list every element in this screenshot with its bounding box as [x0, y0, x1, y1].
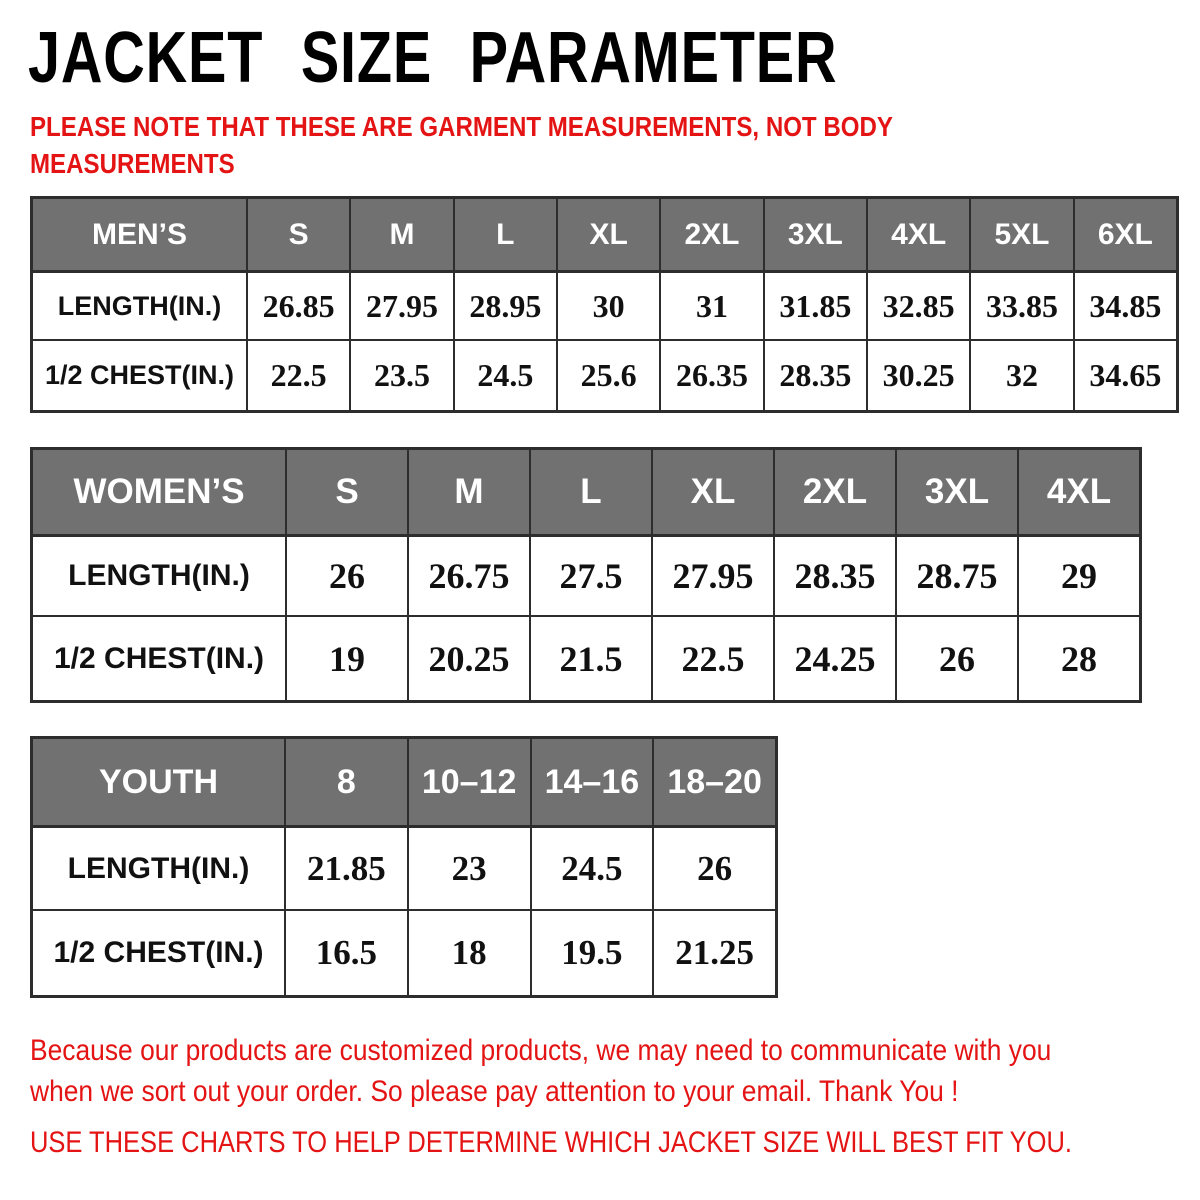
chart-usage-hint: USE THESE CHARTS TO HELP DETERMINE WHICH… — [30, 1126, 1072, 1159]
mens-size-header-5: 2XL — [661, 199, 763, 271]
womens-row-label-0: LENGTH(IN.) — [33, 537, 285, 615]
youth-value-1-1: 18 — [408, 911, 530, 995]
mens-size-header-4: XL — [558, 199, 660, 271]
womens-value-0-5: 28.75 — [897, 537, 1017, 615]
mens-size-header-3: L — [454, 199, 556, 271]
mens-value-1-6: 30.25 — [868, 341, 970, 410]
mens-value-1-2: 24.5 — [454, 341, 556, 410]
mens-value-0-3: 30 — [558, 273, 660, 339]
womens-size-header-1: S — [287, 450, 407, 535]
youth-value-0-1: 23 — [408, 828, 530, 909]
mens-value-0-2: 28.95 — [454, 273, 556, 339]
womens-value-1-1: 20.25 — [409, 617, 529, 700]
mens-size-header-2: M — [351, 199, 453, 271]
womens-size-header-7: 4XL — [1019, 450, 1139, 535]
youth-size-table: YOUTH 8 10–12 14–16 18–20 LENGTH(IN.) 21.85 23 2… — [30, 736, 778, 998]
youth-value-0-3: 26 — [654, 828, 775, 909]
womens-table-title: WOMEN’S — [33, 450, 285, 535]
page-title: JACKET SIZE PARAMETER — [28, 18, 838, 98]
womens-value-0-6: 29 — [1019, 537, 1139, 615]
womens-size-header-4: XL — [653, 450, 773, 535]
youth-value-0-0: 21.85 — [286, 828, 407, 909]
womens-size-header-3: L — [531, 450, 651, 535]
mens-value-0-4: 31 — [661, 273, 763, 339]
mens-value-0-8: 34.85 — [1074, 273, 1176, 339]
mens-value-1-4: 26.35 — [661, 341, 763, 410]
mens-size-table: MEN’S S M L XL 2XL 3XL 4XL 5XL 6XL LENGTH(IN.) 26.8… — [30, 196, 1179, 413]
youth-size-header-4: 18–20 — [654, 739, 775, 826]
youth-value-1-2: 19.5 — [531, 911, 653, 995]
womens-value-0-3: 27.95 — [653, 537, 773, 615]
youth-value-1-3: 21.25 — [654, 911, 775, 995]
womens-value-1-4: 24.25 — [775, 617, 895, 700]
mens-value-0-7: 33.85 — [971, 273, 1073, 339]
youth-table-title: YOUTH — [33, 739, 284, 826]
note-line-1: PLEASE NOTE THAT THESE ARE GARMENT MEASU… — [30, 111, 893, 142]
youth-row-label-0: LENGTH(IN.) — [33, 828, 284, 909]
womens-value-1-0: 19 — [287, 617, 407, 700]
mens-value-1-8: 34.65 — [1074, 341, 1176, 410]
womens-value-0-4: 28.35 — [775, 537, 895, 615]
note-line-2: MEASUREMENTS — [30, 148, 235, 179]
womens-row-label-1: 1/2 CHEST(IN.) — [33, 617, 285, 700]
womens-size-header-5: 2XL — [775, 450, 895, 535]
mens-value-1-3: 25.6 — [558, 341, 660, 410]
womens-value-1-5: 26 — [897, 617, 1017, 700]
mens-size-header-9: 6XL — [1074, 199, 1176, 271]
mens-value-0-6: 32.85 — [868, 273, 970, 339]
notice-line-1: Because our products are customized prod… — [30, 1034, 1052, 1067]
mens-value-0-1: 27.95 — [351, 273, 453, 339]
notice-line-2: when we sort out your order. So please p… — [30, 1075, 959, 1108]
mens-table-title: MEN’S — [33, 199, 246, 271]
womens-value-1-2: 21.5 — [531, 617, 651, 700]
womens-size-table: WOMEN’S S M L XL 2XL 3XL 4XL LENGTH(IN.) 26 26.75 2… — [30, 447, 1142, 703]
womens-value-0-0: 26 — [287, 537, 407, 615]
youth-value-1-0: 16.5 — [286, 911, 407, 995]
youth-size-header-3: 14–16 — [531, 739, 653, 826]
mens-value-1-5: 28.35 — [764, 341, 866, 410]
womens-value-1-3: 22.5 — [653, 617, 773, 700]
mens-value-0-0: 26.85 — [248, 273, 350, 339]
mens-row-label-0: LENGTH(IN.) — [33, 273, 246, 339]
mens-value-1-0: 22.5 — [248, 341, 350, 410]
youth-value-0-2: 24.5 — [531, 828, 653, 909]
womens-value-0-1: 26.75 — [409, 537, 529, 615]
mens-value-1-7: 32 — [971, 341, 1073, 410]
womens-size-header-2: M — [409, 450, 529, 535]
garment-measurement-note: PLEASE NOTE THAT THESE ARE GARMENT MEASU… — [30, 108, 893, 182]
youth-size-header-1: 8 — [286, 739, 407, 826]
mens-row-label-1: 1/2 CHEST(IN.) — [33, 341, 246, 410]
mens-value-1-1: 23.5 — [351, 341, 453, 410]
mens-size-header-8: 5XL — [971, 199, 1073, 271]
mens-size-header-7: 4XL — [868, 199, 970, 271]
mens-value-0-5: 31.85 — [764, 273, 866, 339]
mens-size-header-6: 3XL — [764, 199, 866, 271]
youth-row-label-1: 1/2 CHEST(IN.) — [33, 911, 284, 995]
womens-value-1-6: 28 — [1019, 617, 1139, 700]
womens-size-header-6: 3XL — [897, 450, 1017, 535]
youth-size-header-2: 10–12 — [408, 739, 530, 826]
customization-notice: Because our products are customized prod… — [30, 1030, 1051, 1112]
womens-value-0-2: 27.5 — [531, 537, 651, 615]
mens-size-header-1: S — [248, 199, 350, 271]
